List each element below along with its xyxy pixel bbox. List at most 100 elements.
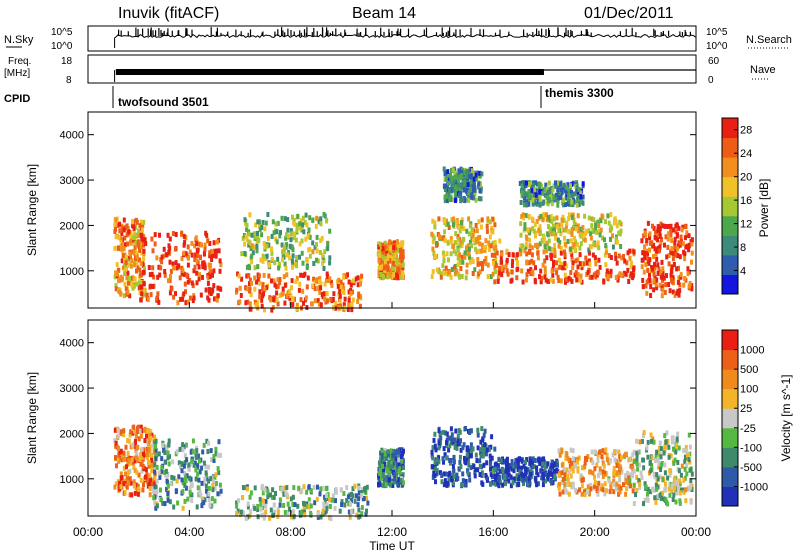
heatmap-cell xyxy=(635,438,639,444)
heatmap-cell xyxy=(614,256,618,261)
heatmap-cell xyxy=(272,495,276,500)
heatmap-cell xyxy=(357,507,361,513)
heatmap-cell xyxy=(535,219,539,224)
heatmap-cell xyxy=(638,481,642,487)
heatmap-cell xyxy=(647,260,651,266)
heatmap-cell xyxy=(459,190,463,196)
heatmap-cell xyxy=(153,469,157,475)
heatmap-cell xyxy=(383,466,387,471)
heatmap-cell xyxy=(138,247,141,253)
heatmap-cell xyxy=(354,493,358,499)
heatmap-cell xyxy=(312,484,316,490)
heatmap-cell xyxy=(669,272,673,278)
heatmap-cell xyxy=(313,298,317,304)
heatmap-cell xyxy=(184,485,188,491)
heatmap-cell xyxy=(456,262,460,268)
heatmap-cell xyxy=(651,486,655,492)
heatmap-cell xyxy=(541,461,545,467)
heatmap-cell xyxy=(399,242,403,248)
heatmap-cell xyxy=(538,224,542,230)
heatmap-cell xyxy=(136,265,140,271)
heatmap-cell xyxy=(305,489,309,495)
heatmap-cell xyxy=(141,487,145,493)
heatmap-cell xyxy=(536,255,540,261)
heatmap-cell xyxy=(550,479,554,485)
heatmap-cell xyxy=(529,271,533,276)
heatmap-cell xyxy=(203,497,207,503)
heatmap-cell xyxy=(150,462,154,468)
heatmap-cell xyxy=(121,253,125,259)
heatmap-cell xyxy=(117,453,121,459)
heatmap-cell xyxy=(655,285,659,291)
heatmap-cell xyxy=(542,237,546,243)
heatmap-cell xyxy=(572,456,576,462)
heatmap-cell xyxy=(119,448,123,454)
heatmap-cell xyxy=(243,233,246,238)
heatmap-cell xyxy=(442,270,446,276)
heatmap-cell xyxy=(521,190,525,196)
heatmap-cell xyxy=(485,447,489,453)
heatmap-cell xyxy=(126,461,130,467)
heatmap-cell xyxy=(317,219,321,225)
heatmap-cell xyxy=(128,239,132,245)
heatmap-cell xyxy=(485,228,489,234)
heatmap-cell xyxy=(469,442,473,448)
heatmap-cell xyxy=(467,170,471,176)
heatmap-cell xyxy=(504,481,507,487)
heatmap-cell xyxy=(346,272,349,278)
heatmap-cell xyxy=(618,477,622,483)
heatmap-cell xyxy=(322,258,326,263)
heatmap-cell xyxy=(197,477,201,483)
heatmap-cell xyxy=(599,227,603,233)
heatmap-cell xyxy=(377,244,381,250)
heatmap-cell xyxy=(256,219,260,225)
heatmap-cell xyxy=(431,246,435,252)
heatmap-cell xyxy=(442,471,446,477)
heatmap-cell xyxy=(606,274,610,280)
heatmap-cell xyxy=(620,455,623,461)
heatmap-cell xyxy=(243,217,247,223)
heatmap-cell xyxy=(125,456,129,462)
heatmap-cell xyxy=(250,259,254,265)
nave-tick-bottom: 0 xyxy=(708,75,714,86)
heatmap-cell xyxy=(254,234,258,240)
heatmap-cell xyxy=(186,262,190,268)
heatmap-cell xyxy=(590,223,594,229)
heatmap-cell xyxy=(208,289,211,295)
heatmap-cell xyxy=(525,199,528,205)
heatmap-cell xyxy=(320,235,324,241)
heatmap-cell xyxy=(282,249,286,255)
heatmap-cell xyxy=(123,262,127,268)
cpid-program-themis: themis 3300 xyxy=(545,86,614,100)
heatmap-cell xyxy=(356,275,360,281)
heatmap-cell xyxy=(587,258,591,264)
heatmap-cell xyxy=(553,253,557,258)
heatmap-cell xyxy=(495,473,499,479)
heatmap-cell xyxy=(690,283,694,289)
heatmap-cell xyxy=(281,286,285,292)
heatmap-cell xyxy=(571,180,575,186)
heatmap-cell xyxy=(471,233,475,239)
heatmap-cell xyxy=(431,239,435,245)
heatmap-cell xyxy=(342,285,346,291)
heatmap-cell xyxy=(307,497,311,503)
heatmap-cell xyxy=(673,457,677,463)
heatmap-cell xyxy=(470,243,474,249)
heatmap-cell xyxy=(247,242,251,248)
heatmap-cell xyxy=(573,246,577,252)
heatmap-cell xyxy=(627,457,631,463)
heatmap-cell xyxy=(450,217,454,223)
heatmap-cell xyxy=(294,237,298,243)
heatmap-cell xyxy=(437,440,441,446)
heatmap-cell xyxy=(564,202,567,207)
heatmap-cell xyxy=(607,220,611,226)
heatmap-cell xyxy=(459,240,463,246)
heatmap-cell xyxy=(624,473,628,478)
heatmap-cell xyxy=(168,259,172,265)
heatmap-cell xyxy=(656,476,660,482)
heatmap-cell xyxy=(670,488,674,494)
heatmap-cell xyxy=(465,228,469,234)
heatmap-cell xyxy=(529,459,533,465)
heatmap-cell xyxy=(271,219,275,225)
heatmap-cell xyxy=(259,257,263,263)
